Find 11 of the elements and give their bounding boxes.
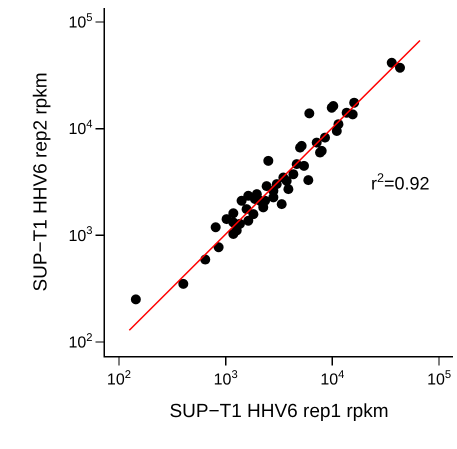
y-tick-label: 10$^{4}$ — [68, 118, 92, 138]
x-tick-label: 10$^{5}$ — [427, 368, 452, 388]
x-tick-label: 10$^{3}$ — [214, 368, 238, 388]
annotation: r$^{2}$=0.92 — [371, 171, 430, 194]
y-axis-title: SUP−T1 HHV6 rep2 rpkm — [30, 72, 52, 292]
x-axis-title: SUP−T1 HHV6 rep1 rpkm — [169, 401, 389, 422]
y-tick-label: 10$^{2}$ — [68, 332, 92, 352]
y-tick-label: 10$^{3}$ — [68, 225, 92, 245]
x-tick-label: 10$^{2}$ — [106, 368, 131, 388]
y-tick-label: 10$^{5}$ — [68, 12, 92, 32]
x-tick-label: 10$^{4}$ — [320, 368, 344, 388]
